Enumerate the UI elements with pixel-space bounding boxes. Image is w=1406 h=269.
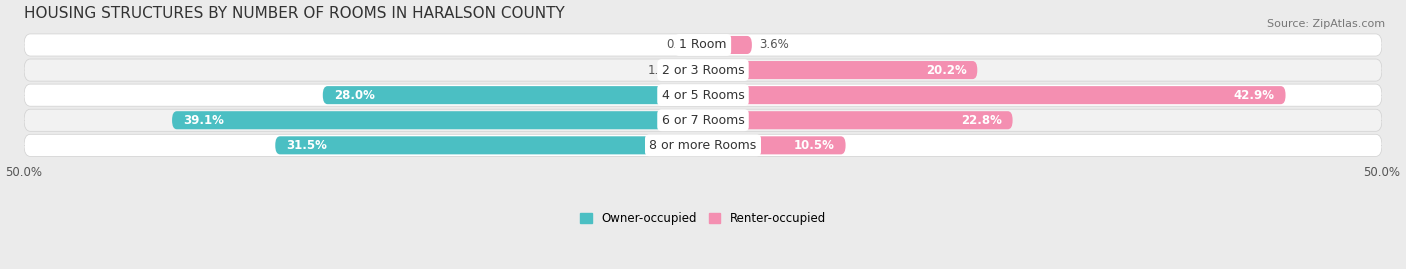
- Text: 1.4%: 1.4%: [647, 63, 678, 77]
- Text: 3.6%: 3.6%: [759, 38, 789, 51]
- Text: 28.0%: 28.0%: [333, 89, 374, 102]
- FancyBboxPatch shape: [24, 59, 1382, 81]
- Text: 0.0%: 0.0%: [666, 38, 696, 51]
- FancyBboxPatch shape: [703, 61, 977, 79]
- FancyBboxPatch shape: [703, 86, 1285, 104]
- FancyBboxPatch shape: [24, 134, 1382, 156]
- Text: 42.9%: 42.9%: [1233, 89, 1275, 102]
- Text: 22.8%: 22.8%: [960, 114, 1001, 127]
- Legend: Owner-occupied, Renter-occupied: Owner-occupied, Renter-occupied: [579, 212, 827, 225]
- Text: 10.5%: 10.5%: [794, 139, 835, 152]
- FancyBboxPatch shape: [703, 36, 752, 54]
- FancyBboxPatch shape: [683, 61, 703, 79]
- Text: 20.2%: 20.2%: [925, 63, 966, 77]
- Text: 8 or more Rooms: 8 or more Rooms: [650, 139, 756, 152]
- FancyBboxPatch shape: [323, 86, 703, 104]
- Text: 1 Room: 1 Room: [679, 38, 727, 51]
- Text: Source: ZipAtlas.com: Source: ZipAtlas.com: [1267, 19, 1385, 29]
- FancyBboxPatch shape: [703, 136, 845, 154]
- Text: 39.1%: 39.1%: [183, 114, 224, 127]
- Text: HOUSING STRUCTURES BY NUMBER OF ROOMS IN HARALSON COUNTY: HOUSING STRUCTURES BY NUMBER OF ROOMS IN…: [24, 6, 565, 20]
- FancyBboxPatch shape: [703, 111, 1012, 129]
- Text: 31.5%: 31.5%: [287, 139, 328, 152]
- FancyBboxPatch shape: [24, 84, 1382, 106]
- FancyBboxPatch shape: [24, 109, 1382, 131]
- Text: 2 or 3 Rooms: 2 or 3 Rooms: [662, 63, 744, 77]
- FancyBboxPatch shape: [24, 34, 1382, 56]
- FancyBboxPatch shape: [172, 111, 703, 129]
- Text: 6 or 7 Rooms: 6 or 7 Rooms: [662, 114, 744, 127]
- FancyBboxPatch shape: [276, 136, 703, 154]
- Text: 4 or 5 Rooms: 4 or 5 Rooms: [662, 89, 744, 102]
